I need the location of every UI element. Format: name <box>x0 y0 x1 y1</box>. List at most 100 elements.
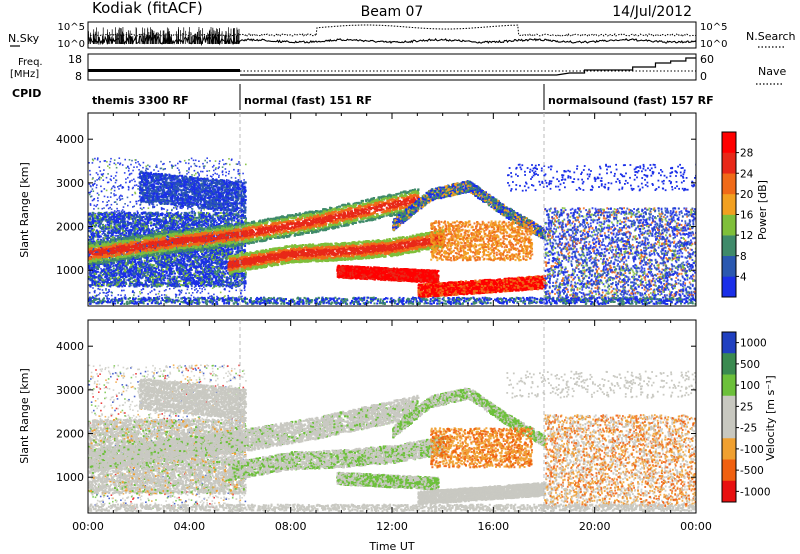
heat-cell <box>118 228 120 230</box>
heat-cell <box>109 167 111 169</box>
heat-cell <box>124 203 126 205</box>
heat-cell <box>132 170 134 172</box>
heat-cell <box>241 296 243 298</box>
heat-cell <box>198 285 200 287</box>
heat-cell <box>190 263 192 265</box>
heat-cell <box>132 220 134 222</box>
freq-panel: Freq. [MHz] 18 8 60 0 Nave <box>10 53 786 84</box>
heat-cell <box>159 291 161 293</box>
heat-cell <box>116 167 118 169</box>
heat-cell <box>187 289 189 291</box>
heat-cell <box>107 165 109 167</box>
heat-cell <box>186 170 188 172</box>
heat-cell <box>231 159 233 161</box>
heat-cell <box>228 180 230 182</box>
heat-cell <box>209 250 211 252</box>
heat-cell <box>188 163 190 165</box>
heat-cell <box>204 289 206 291</box>
heat-cell <box>242 277 244 279</box>
heat-cell <box>102 201 104 203</box>
heat-cell <box>161 294 163 296</box>
heat-cell <box>210 221 212 223</box>
heat-cell <box>88 162 90 164</box>
heat-cell <box>97 288 99 290</box>
heat-cell <box>109 164 111 166</box>
heat-cell <box>115 175 117 177</box>
heat-cell <box>154 206 156 208</box>
heat-cell <box>89 183 91 185</box>
heat-cell <box>114 210 116 212</box>
heat-cell <box>97 200 99 202</box>
heat-cell <box>188 167 190 169</box>
heat-cell <box>215 277 217 279</box>
heat-cell <box>170 212 172 214</box>
heat-cell <box>135 193 137 195</box>
noise-search-trace <box>88 25 696 36</box>
heat-cell <box>244 289 246 291</box>
heat-cell <box>238 173 240 175</box>
heat-cell <box>237 171 239 173</box>
heat-cell <box>241 290 243 292</box>
heat-cell <box>194 212 196 214</box>
heat-cell <box>167 209 169 211</box>
heat-cell <box>112 186 114 188</box>
heat-cell <box>211 176 213 178</box>
heat-cell <box>137 177 139 179</box>
heat-cell <box>173 207 175 209</box>
heat-cell <box>114 235 116 237</box>
heat-cell <box>140 208 142 210</box>
heat-cell <box>156 166 158 168</box>
heat-cell <box>209 170 211 172</box>
heat-cell <box>152 269 154 271</box>
heat-cell <box>191 295 193 297</box>
heat-cell <box>206 170 208 172</box>
heat-cell <box>123 206 125 208</box>
heat-cell <box>94 291 96 293</box>
heat-cell <box>112 219 114 221</box>
heat-cell <box>103 292 105 294</box>
heat-cell <box>131 180 133 182</box>
heat-cell <box>227 295 229 297</box>
heat-cell <box>97 159 99 161</box>
heat-cell <box>150 292 152 294</box>
heat-cell <box>168 214 170 216</box>
heat-cell <box>211 296 213 298</box>
heat-cell <box>92 178 94 180</box>
noise-tick-bottom-left: 10^0 <box>58 39 85 50</box>
heat-cell <box>96 187 98 189</box>
heat-cell <box>161 168 163 170</box>
heat-cell <box>146 168 148 170</box>
heat-cell <box>144 260 146 262</box>
heat-cell <box>196 256 198 258</box>
heat-cell <box>115 194 117 196</box>
heat-cell <box>110 161 112 163</box>
heat-cell <box>108 289 110 291</box>
heat-cell <box>136 184 138 186</box>
heat-cell <box>93 190 95 192</box>
freq-label-1: Freq. <box>18 57 43 68</box>
heat-cell <box>186 173 188 175</box>
heat-cell <box>114 187 116 189</box>
heat-cell <box>215 285 217 287</box>
heat-cell <box>102 289 104 291</box>
heat-cell <box>204 160 206 162</box>
heat-cell <box>180 280 182 282</box>
heat-cell <box>114 282 116 284</box>
heat-cell <box>178 297 180 299</box>
heat-cell <box>90 174 92 176</box>
heat-cell <box>89 222 91 224</box>
heat-cell <box>178 169 180 171</box>
heat-cell <box>234 273 236 275</box>
heat-cell <box>106 219 108 221</box>
heat-cell <box>209 160 211 162</box>
heat-cell <box>126 167 128 169</box>
heat-cell <box>225 163 227 165</box>
heat-cell <box>95 232 97 234</box>
heat-cell <box>194 289 196 291</box>
heat-cell <box>125 178 127 180</box>
date-title: 14/Jul/2012 <box>612 4 692 20</box>
heat-cell <box>111 295 113 297</box>
heat-cell <box>114 190 116 192</box>
heat-cell <box>118 294 120 296</box>
heat-cell <box>191 288 193 290</box>
